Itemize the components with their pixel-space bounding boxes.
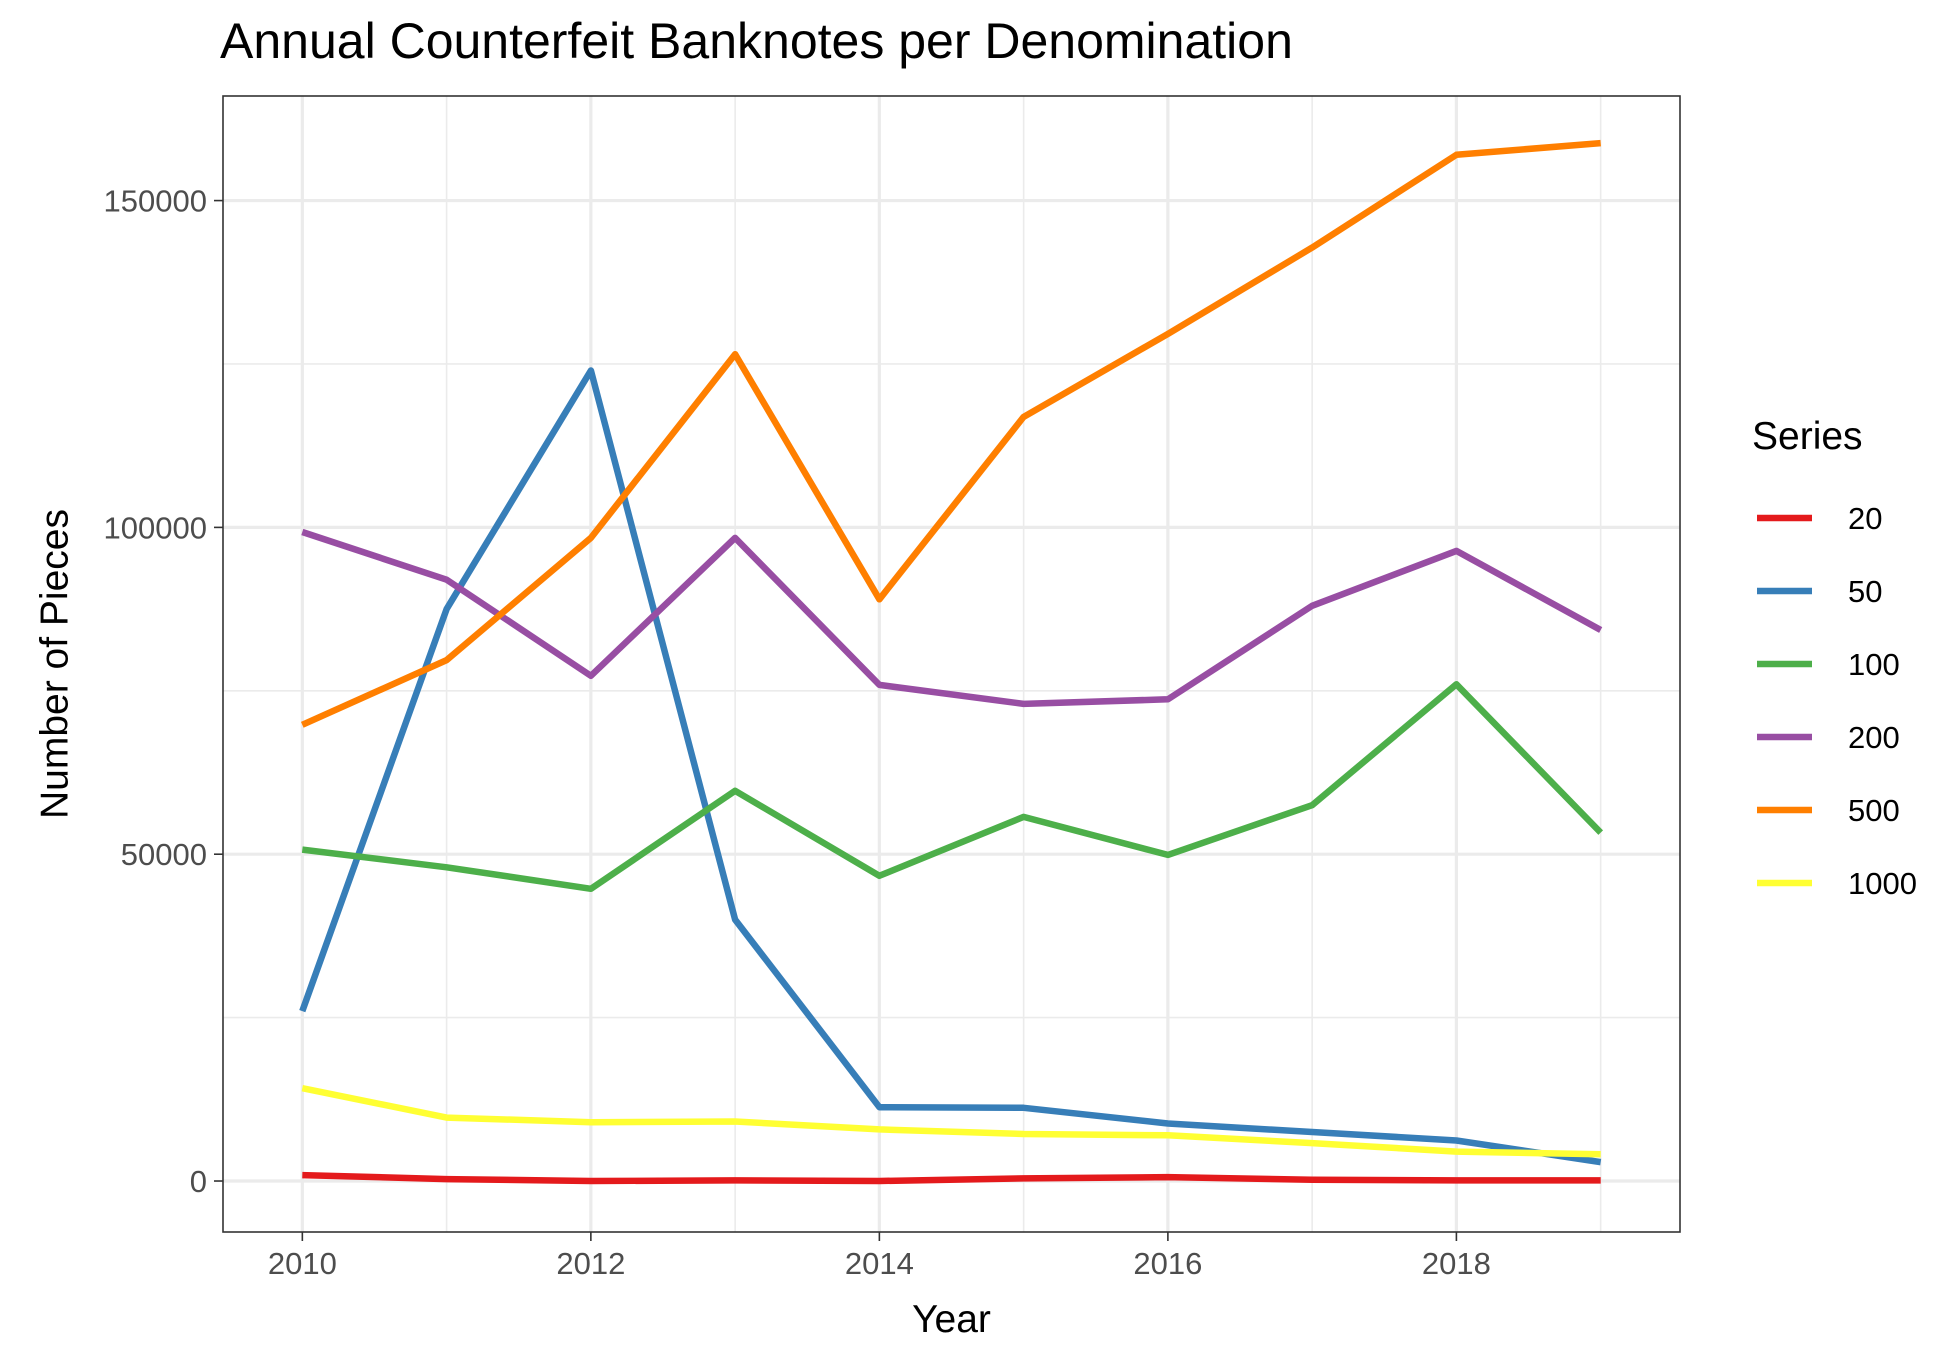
legend-items: 20 50 100 200 500 1000: [1757, 501, 1917, 901]
legend-label-200: 200: [1848, 720, 1900, 755]
y-tick-label: 50000: [121, 837, 207, 872]
x-tick-label: 2012: [556, 1246, 625, 1281]
series-line-20: [302, 1171, 1601, 1185]
legend: Series 20 50 100 200 500 1000: [1752, 415, 1917, 901]
x-tick-label: 2018: [1422, 1246, 1491, 1281]
x-tick-label: 2014: [845, 1246, 914, 1281]
chart-title: Annual Counterfeit Banknotes per Denomin…: [220, 13, 1293, 69]
x-tick-label: 2010: [268, 1246, 337, 1281]
series-line-100: [301, 681, 1604, 893]
series-lines: [299, 139, 1604, 1185]
x-tick-label: 2016: [1133, 1246, 1202, 1281]
series-line-500: [300, 139, 1601, 728]
y-axis-title: Number of Pieces: [34, 509, 77, 819]
legend-label-100: 100: [1848, 647, 1900, 682]
x-axis-title: Year: [912, 1298, 991, 1341]
series-line-200: [301, 528, 1603, 708]
series-line-50: [299, 367, 1602, 1166]
y-tick-label: 0: [190, 1164, 207, 1199]
y-tick-label: 150000: [104, 184, 207, 219]
y-axis: 0 50000 100000 150000: [104, 184, 223, 1199]
legend-title: Series: [1752, 415, 1863, 458]
panel-border: [222, 95, 1681, 1233]
legend-label-500: 500: [1848, 793, 1900, 828]
plot-panel: [222, 95, 1681, 1233]
legend-label-1000: 1000: [1848, 866, 1917, 901]
legend-label-50: 50: [1848, 574, 1882, 609]
series-line-1000: [301, 1085, 1601, 1158]
x-axis: 2010 2012 2014 2016 2018: [268, 1232, 1491, 1281]
y-tick-label: 100000: [104, 510, 207, 545]
legend-label-20: 20: [1848, 501, 1882, 536]
